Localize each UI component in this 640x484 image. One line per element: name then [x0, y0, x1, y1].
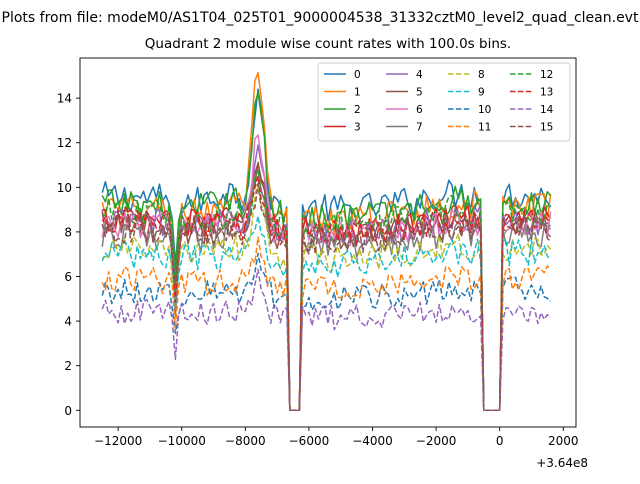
y-tick-label: 6	[64, 270, 72, 284]
legend-label-1: 1	[354, 87, 361, 99]
y-tick-label: 10	[57, 181, 72, 195]
series-line-14	[101, 268, 552, 412]
x-offset-label: +3.64e8	[536, 456, 588, 470]
y-tick-label: 12	[57, 136, 72, 150]
x-tick-label: −2000	[416, 434, 457, 448]
legend-label-0: 0	[354, 69, 361, 81]
x-tick-label: 0	[496, 434, 504, 448]
legend-label-12: 12	[540, 69, 553, 81]
y-tick-label: 4	[64, 315, 72, 329]
legend-label-10: 10	[478, 104, 491, 116]
legend-label-15: 15	[540, 122, 553, 134]
y-tick-label: 14	[57, 92, 72, 106]
legend-label-13: 13	[540, 87, 553, 99]
x-tick-label: 2000	[548, 434, 579, 448]
plot-area	[101, 72, 552, 412]
legend-label-2: 2	[354, 104, 361, 116]
legend-box	[317, 62, 571, 142]
legend-label-7: 7	[416, 122, 423, 134]
legend-label-8: 8	[478, 69, 485, 81]
chart-title: Quadrant 2 module wise count rates with …	[145, 36, 511, 52]
y-tick-label: 2	[64, 359, 72, 373]
x-tick-label: −10000	[158, 434, 206, 448]
x-tick-label: −4000	[352, 434, 393, 448]
series-line-11	[101, 236, 552, 412]
series-line-9	[101, 215, 552, 412]
series-line-10	[101, 252, 552, 412]
x-tick-label: −12000	[94, 434, 142, 448]
y-tick-label: 0	[64, 404, 72, 418]
legend-label-11: 11	[478, 122, 491, 134]
legend-label-4: 4	[416, 69, 423, 81]
series-line-15	[101, 183, 552, 412]
axes-frame	[79, 57, 577, 428]
figure-suptitle: Plots from file: modeM0/AS1T04_025T01_90…	[2, 10, 639, 26]
legend-label-5: 5	[416, 87, 423, 99]
x-tick-label: −6000	[289, 434, 330, 448]
legend-label-9: 9	[478, 87, 485, 99]
legend-label-6: 6	[416, 104, 423, 116]
axes: −12000 −10000 −8000 −6000 −4000 −2000 0 2000 0 2 4…	[57, 57, 579, 448]
legend-label-14: 14	[540, 104, 554, 116]
y-tick-label: 8	[64, 225, 72, 239]
x-tick-label: −8000	[225, 434, 266, 448]
legend-label-3: 3	[354, 122, 361, 134]
series-line-12	[101, 169, 552, 412]
